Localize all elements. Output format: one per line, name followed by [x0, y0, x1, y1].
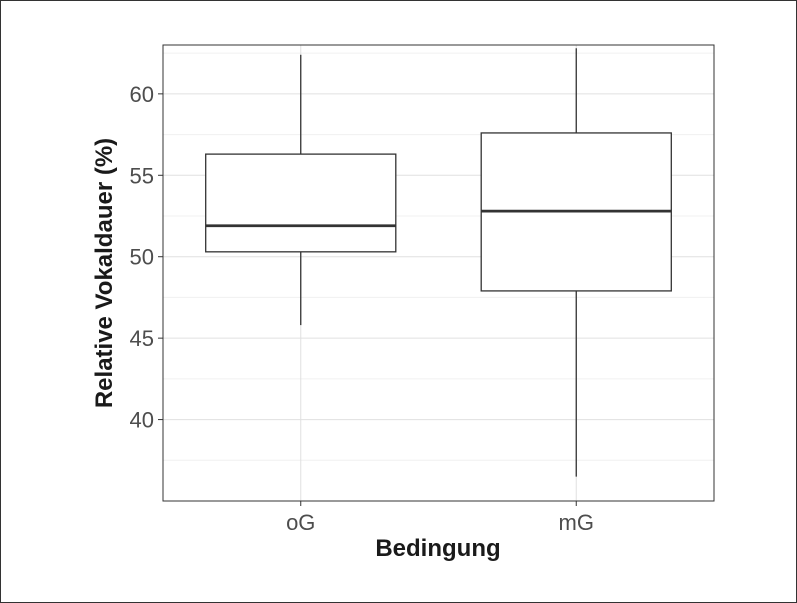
y-tick-label: 40: [130, 408, 154, 433]
boxes-layer: [205, 48, 672, 477]
x-axis-ticks: oG mG: [286, 501, 594, 535]
y-tick-label: 50: [130, 245, 154, 270]
box-iqr: [205, 153, 397, 253]
box-oG: [205, 54, 397, 326]
x-axis-title: Bedingung: [375, 535, 500, 562]
y-axis-ticks: 40 45 50 55 60: [130, 82, 163, 433]
x-tick-label: oG: [286, 510, 315, 535]
minor-grid: [163, 52, 714, 461]
y-tick-label: 60: [130, 82, 154, 107]
y-tick-label: 45: [130, 326, 154, 351]
box-mG: [480, 48, 672, 477]
panel-border: [162, 44, 715, 502]
y-axis-title: Relative Vokaldauer (%): [91, 138, 118, 408]
y-tick-label: 55: [130, 163, 154, 188]
x-tick-label: mG: [559, 510, 594, 535]
